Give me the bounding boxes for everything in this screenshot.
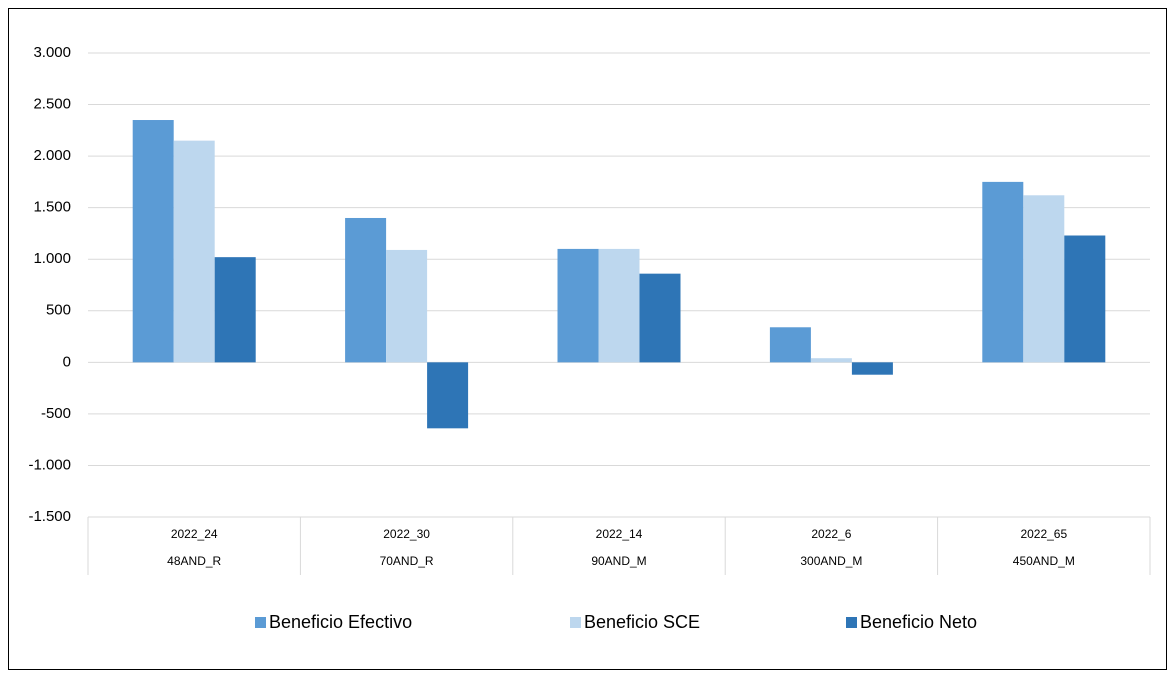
y-tick-label: 2.500	[33, 96, 71, 113]
legend-swatch	[255, 617, 266, 628]
x-subcategory-label: 90AND_M	[591, 554, 646, 568]
legend-label: Beneficio SCE	[584, 612, 700, 632]
y-tick-label: 0	[63, 353, 71, 370]
bar	[769, 327, 811, 363]
x-subcategory-label: 70AND_R	[380, 554, 434, 568]
bar	[345, 217, 387, 363]
y-tick-label: 500	[46, 302, 71, 319]
bar	[386, 249, 428, 363]
bar	[1064, 235, 1106, 363]
legend-swatch	[570, 617, 581, 628]
y-tick-label: 1.000	[33, 250, 71, 267]
y-tick-label: -500	[41, 405, 71, 422]
y-tick-label: 1.500	[33, 199, 71, 216]
bar	[598, 248, 640, 363]
y-tick-label: -1.000	[28, 456, 71, 473]
bar	[810, 358, 852, 363]
y-tick-label: 2.000	[33, 147, 71, 164]
bar	[132, 120, 174, 363]
bar	[427, 362, 469, 429]
bar	[982, 181, 1024, 363]
legend-label: Beneficio Efectivo	[269, 612, 412, 632]
bar	[173, 140, 215, 363]
legend-label: Beneficio Neto	[860, 612, 977, 632]
x-tick-label: 2022_6	[811, 527, 851, 541]
legend-swatch	[846, 617, 857, 628]
bar	[214, 257, 256, 363]
x-subcategory-label: 48AND_R	[167, 554, 221, 568]
bar	[557, 248, 599, 363]
x-tick-label: 2022_24	[171, 527, 218, 541]
bar	[639, 273, 681, 363]
bar	[851, 362, 893, 375]
x-subcategory-label: 300AND_M	[800, 554, 862, 568]
x-tick-label: 2022_14	[596, 527, 643, 541]
x-subcategory-label: 450AND_M	[1013, 554, 1075, 568]
x-tick-label: 2022_30	[383, 527, 430, 541]
y-tick-label: -1.500	[28, 508, 71, 525]
bar	[1023, 195, 1065, 363]
x-tick-label: 2022_65	[1020, 527, 1067, 541]
y-tick-label: 3.000	[33, 44, 71, 61]
